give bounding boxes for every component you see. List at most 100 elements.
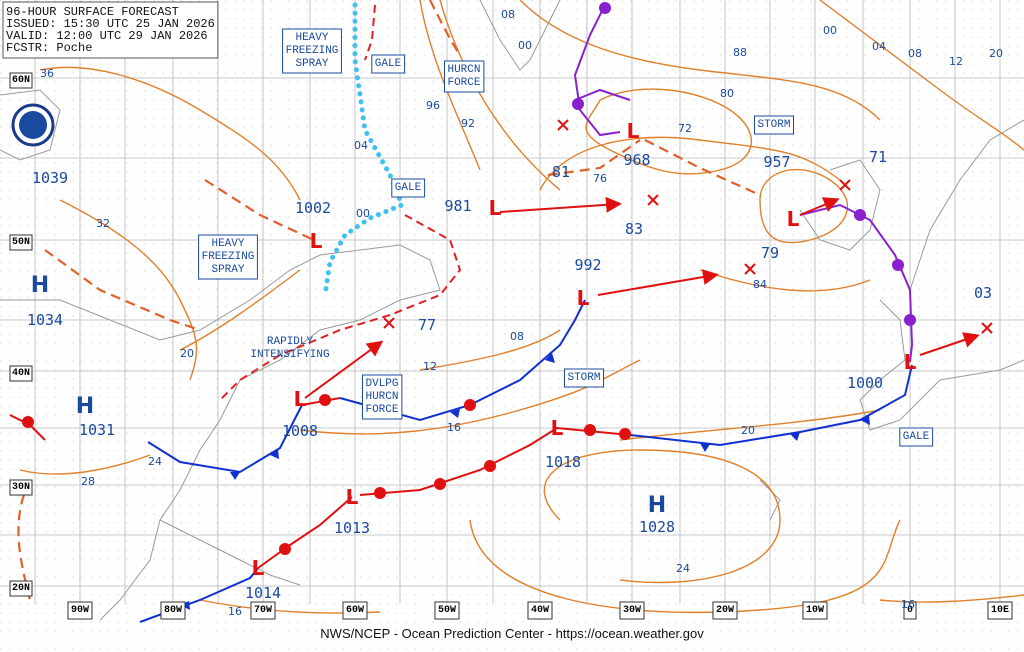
label-box — [2, 1, 219, 59]
center-pressure: 992 — [574, 256, 601, 274]
label-box — [443, 60, 485, 93]
label-box — [712, 601, 738, 620]
annotation-text: RAPIDLY — [267, 336, 314, 348]
center-symbol: L — [252, 556, 265, 580]
label-box — [9, 72, 33, 89]
lat-label: 30N — [9, 479, 33, 496]
warning-text: HURCN — [447, 64, 480, 76]
pressure-label: 79 — [761, 244, 779, 262]
isobar-label: 20 — [989, 47, 1003, 60]
label-box — [903, 601, 917, 620]
lon-label: 40W — [527, 601, 553, 620]
lon-label: 30W — [619, 601, 645, 620]
lon-label: 90W — [67, 601, 93, 620]
lon-text: 50W — [438, 605, 456, 616]
lat-text: 50N — [12, 237, 30, 248]
lon-label: 50W — [434, 601, 460, 620]
center-symbol: L — [904, 350, 917, 374]
center-symbol: H — [31, 273, 49, 298]
isobar-label: 08 — [501, 8, 515, 21]
label-box — [282, 28, 342, 74]
header-line: ISSUED: 15:30 UTC 25 JAN 2026 — [6, 17, 215, 31]
lon-text: 30W — [623, 605, 641, 616]
label-box — [434, 601, 460, 620]
labels: 60N 50N 40N 30N 20N 90W 80W 70W 60W 50W 40W 30W 20W 1… — [2, 1, 1013, 641]
label-box — [987, 601, 1013, 620]
center-pressure: 1000 — [847, 374, 883, 392]
warning-text: FREEZING — [286, 45, 339, 57]
footer: NWS/NCEP - Ocean Prediction Center - htt… — [320, 626, 704, 641]
isobar-label: 88 — [733, 46, 747, 59]
center-pressure: 1039 — [32, 169, 68, 187]
isobar-label: 08 — [510, 330, 524, 343]
lat-label: 50N — [9, 234, 33, 251]
isobar-label: 96 — [426, 99, 440, 112]
lon-text: 10W — [806, 605, 824, 616]
lon-text: 40W — [531, 605, 549, 616]
isobar-label: 00 — [823, 24, 837, 37]
center-pressure: 1028 — [639, 518, 675, 536]
center-symbol: L — [346, 485, 359, 509]
isobar-label: 04 — [354, 139, 368, 152]
center-pressure: 1018 — [545, 453, 581, 471]
label-box — [9, 365, 33, 382]
pressure-label: 71 — [869, 148, 887, 166]
label-box — [563, 368, 605, 388]
warning-text: STORM — [757, 119, 790, 131]
lat-label: 20N — [9, 580, 33, 597]
ice-edge — [322, 2, 406, 298]
lon-label: 70W — [250, 601, 276, 620]
troughs — [17, 0, 761, 601]
pressure-label: 03 — [974, 284, 992, 302]
isobar-label: 08 — [908, 47, 922, 60]
warning-text: FORCE — [365, 404, 398, 416]
label-box — [753, 115, 795, 135]
warning-box: STORM — [753, 115, 795, 135]
lon-text: 60W — [346, 605, 364, 616]
isobar-label: 76 — [593, 172, 607, 185]
warning-text: HEAVY — [295, 32, 328, 44]
header-line: FCSTR: Poche — [6, 41, 92, 55]
center-symbol: L — [294, 387, 307, 411]
center-symbol: L — [551, 416, 564, 440]
lon-label: 20W — [712, 601, 738, 620]
isobar-label: 00 — [356, 207, 370, 220]
pressure-label: 81 — [552, 163, 570, 181]
label-box — [802, 601, 828, 620]
isobar-label: 04 — [872, 40, 886, 53]
label-box — [527, 601, 553, 620]
lon-text: 90W — [71, 605, 89, 616]
label-box — [371, 54, 406, 74]
isobar-label: 92 — [461, 117, 475, 130]
warning-text: GALE — [375, 58, 402, 70]
motion-arrows — [304, 119, 993, 399]
center-symbol: L — [787, 207, 800, 231]
label-box — [391, 178, 426, 198]
center-pressure: 1013 — [334, 519, 370, 537]
warning-text: SPRAY — [295, 58, 328, 70]
isobar-label: 16 — [901, 598, 915, 611]
isobar-label: 12 — [423, 360, 437, 373]
center-pressure: 1031 — [79, 421, 115, 439]
header-line: 96-HOUR SURFACE FORECAST — [6, 5, 179, 19]
lon-label: 80W — [160, 601, 186, 620]
isobar-label: 16 — [447, 421, 461, 434]
label-box — [342, 601, 368, 620]
pressure-label: 77 — [418, 316, 436, 334]
warning-box: GALE — [899, 427, 934, 447]
isobar-label: 24 — [148, 455, 162, 468]
center-symbol: H — [76, 394, 94, 419]
warning-text: FREEZING — [202, 251, 255, 263]
center-symbol: L — [577, 286, 590, 310]
center-symbol: L — [627, 119, 640, 143]
label-box — [67, 601, 93, 620]
lon-text: 0 — [907, 605, 913, 616]
isobar-label: 20 — [180, 347, 194, 360]
isobar-label: 72 — [678, 122, 692, 135]
lon-text: 20W — [716, 605, 734, 616]
